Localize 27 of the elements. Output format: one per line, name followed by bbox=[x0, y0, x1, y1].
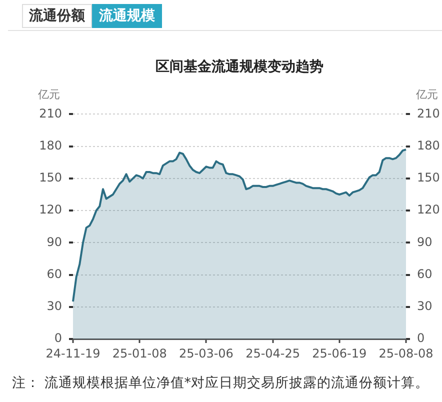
y-tick-label: 30 bbox=[46, 299, 62, 314]
y2-tick-label: 180 bbox=[417, 138, 440, 152]
x-tick-label: 25-04-25 bbox=[246, 346, 300, 360]
y2-tick-label: 0 bbox=[417, 331, 425, 346]
y2-tick-label: 150 bbox=[417, 170, 440, 185]
y-tick-label: 180 bbox=[39, 138, 62, 152]
text: 注： 流通规模根据单位净值*对应日期交易所披露的流通份额计算。 bbox=[12, 374, 430, 392]
y2-tick-label: 90 bbox=[417, 234, 432, 249]
y2-tick-label: 120 bbox=[417, 202, 440, 217]
y-axis-title: 亿元 bbox=[38, 87, 60, 102]
chart-title: 区间基金流通规模变动趋势 bbox=[154, 58, 324, 76]
y-tick-label: 0 bbox=[54, 331, 62, 346]
x-tick-label: 25-01-08 bbox=[112, 346, 167, 360]
y2-tick-label: 210 bbox=[417, 106, 440, 120]
y2-tick-label: 60 bbox=[417, 266, 432, 281]
x-tick-label: 24-11-19 bbox=[46, 346, 100, 360]
x-tick-label: 25-06-19 bbox=[312, 346, 367, 360]
y-tick-label: 60 bbox=[46, 266, 62, 281]
y-tick-label: 90 bbox=[46, 234, 62, 249]
y-tick-label: 150 bbox=[39, 170, 62, 185]
x-tick-label: 25-08-08 bbox=[378, 346, 434, 360]
tab[interactable]: 流通份额 bbox=[22, 4, 92, 28]
y-tick-label: 210 bbox=[39, 106, 62, 120]
x-tick-label: 25-03-06 bbox=[178, 346, 234, 360]
y2-axis-title: 亿元 bbox=[416, 87, 438, 102]
y-tick-label: 120 bbox=[39, 202, 62, 217]
y2-tick-label: 30 bbox=[417, 299, 432, 314]
